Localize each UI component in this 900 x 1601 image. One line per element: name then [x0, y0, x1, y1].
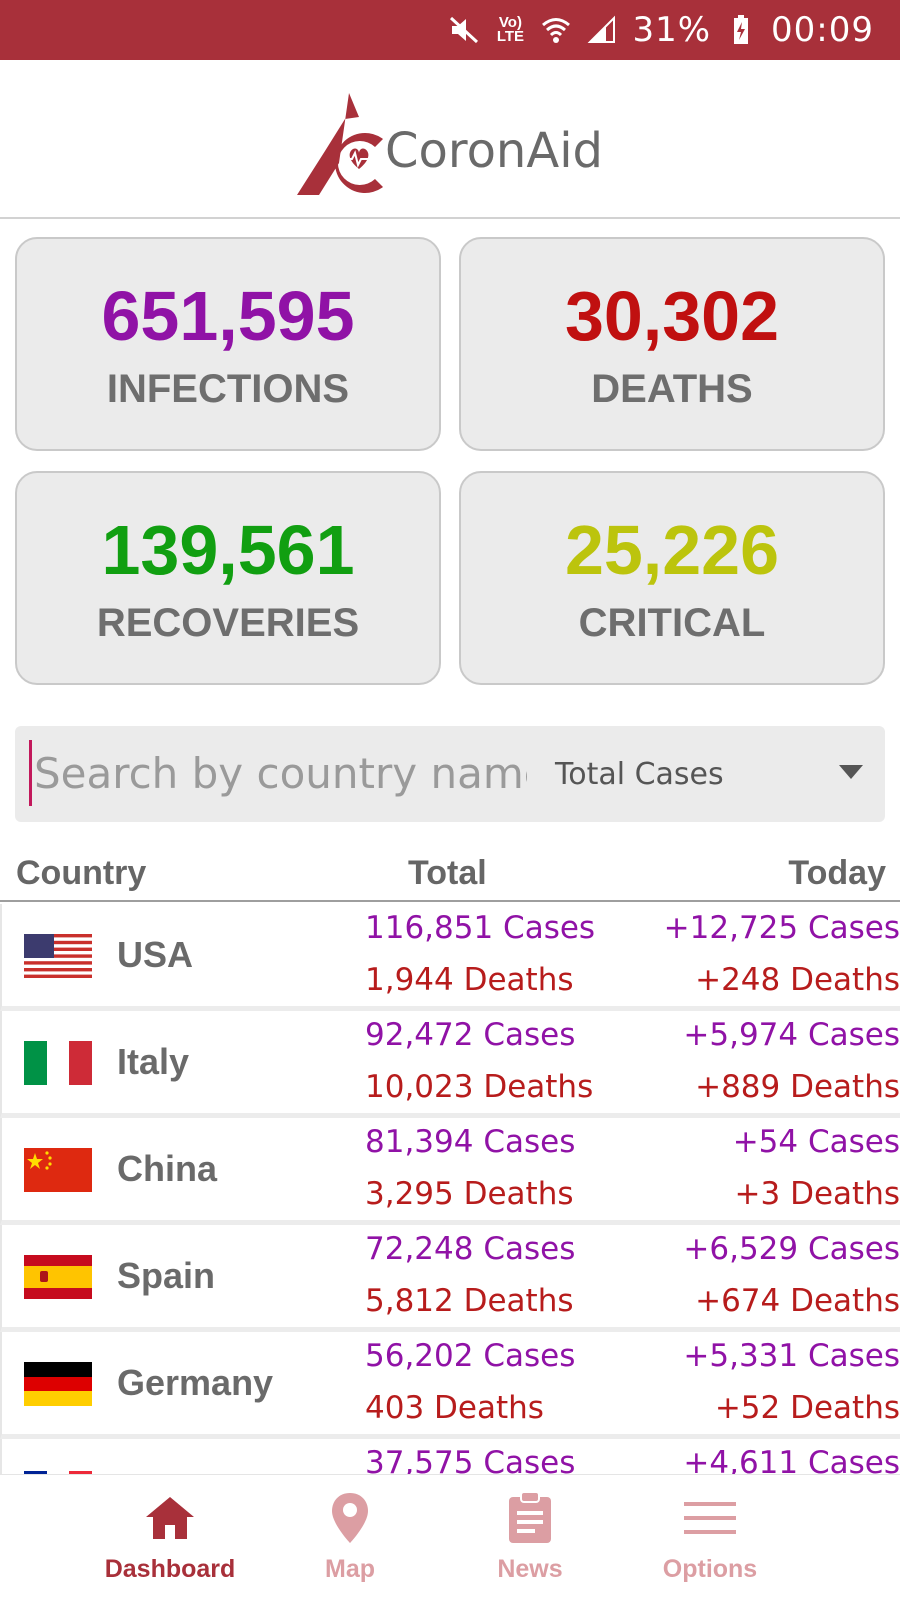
coronaid-logo-icon [297, 91, 389, 202]
bottom-nav: Dashboard Map News [0, 1474, 900, 1601]
nav-map[interactable]: Map [260, 1475, 440, 1601]
total-cases: 81,394 Cases [365, 1124, 576, 1160]
today-deaths: +889 Deaths [695, 1069, 900, 1105]
status-bar: Vo) LTE 31% 00:09 [0, 0, 900, 60]
nav-options[interactable]: Options [620, 1475, 800, 1601]
menu-icon [680, 1489, 740, 1547]
total-deaths: 403 Deaths [365, 1390, 544, 1426]
column-header-country[interactable]: Country [16, 854, 147, 892]
today-cases: +4,611 Cases [683, 1445, 900, 1474]
nav-news[interactable]: News [440, 1475, 620, 1601]
clipboard-icon [500, 1489, 560, 1547]
app-name: CoronAid [385, 122, 603, 179]
total-deaths: 1,944 Deaths [365, 962, 574, 998]
deaths-value: 30,302 [564, 277, 780, 355]
today-cases: +54 Cases [732, 1124, 900, 1160]
recoveries-value: 139,561 [101, 511, 355, 589]
total-cases: 56,202 Cases [365, 1338, 576, 1374]
map-pin-icon [320, 1489, 380, 1547]
clock: 00:09 [771, 10, 874, 50]
sort-select-value: Total Cases [555, 756, 724, 792]
flag-germany-icon [24, 1362, 92, 1406]
critical-label: CRITICAL [578, 601, 766, 645]
nav-label: Dashboard [104, 1555, 236, 1583]
total-deaths: 5,812 Deaths [365, 1283, 574, 1319]
country-list[interactable]: USA 116,851 Cases 1,944 Deaths +12,725 C… [0, 904, 900, 1474]
column-header-total[interactable]: Total [408, 854, 487, 892]
home-icon [140, 1489, 200, 1547]
critical-card: 25,226 CRITICAL [459, 471, 885, 685]
nav-dashboard[interactable]: Dashboard [80, 1475, 260, 1601]
recoveries-label: RECOVERIES [96, 601, 360, 645]
today-cases: +6,529 Cases [683, 1231, 900, 1267]
critical-value: 25,226 [564, 511, 780, 589]
country-name: Germany [117, 1362, 274, 1403]
table-row[interactable]: 37,575 Cases +4,611 Cases [0, 1439, 900, 1474]
deaths-card: 30,302 DEATHS [459, 237, 885, 451]
flag-usa-icon [24, 934, 92, 978]
nav-label: Options [662, 1555, 758, 1583]
table-row[interactable]: Germany 56,202 Cases 403 Deaths +5,331 C… [0, 1332, 900, 1439]
nav-label: News [497, 1555, 563, 1583]
flag-italy-icon [24, 1041, 92, 1085]
battery-charging-icon [725, 14, 757, 46]
today-cases: +5,331 Cases [683, 1338, 900, 1374]
caret-down-icon [837, 763, 865, 786]
app-header: CoronAid [0, 60, 900, 219]
country-name: Italy [117, 1041, 190, 1082]
column-header-today[interactable]: Today [788, 854, 886, 892]
total-cases: 72,248 Cases [365, 1231, 576, 1267]
table-row[interactable]: Italy 92,472 Cases 10,023 Deaths +5,974 … [0, 1011, 900, 1118]
wifi-icon [540, 14, 572, 46]
today-deaths: +248 Deaths [695, 962, 900, 998]
lte-icon: Vo) LTE [496, 14, 525, 45]
flag-france-icon [24, 1471, 92, 1474]
today-cases: +5,974 Cases [683, 1017, 900, 1053]
infections-card: 651,595 INFECTIONS [15, 237, 441, 451]
today-deaths: +3 Deaths [734, 1176, 900, 1212]
table-row[interactable]: Spain 72,248 Cases 5,812 Deaths +6,529 C… [0, 1225, 900, 1332]
flag-china-icon [24, 1148, 92, 1192]
recoveries-card: 139,561 RECOVERIES [15, 471, 441, 685]
signal-icon [586, 14, 618, 46]
country-name: Spain [117, 1255, 216, 1296]
table-row[interactable]: China 81,394 Cases 3,295 Deaths +54 Case… [0, 1118, 900, 1225]
country-name: China [117, 1148, 218, 1189]
today-deaths: +674 Deaths [695, 1283, 900, 1319]
total-cases: 116,851 Cases [365, 910, 596, 946]
today-cases: +12,725 Cases [663, 910, 900, 946]
search-bar: Total Cases [15, 726, 885, 822]
sort-select[interactable]: Total Cases [555, 746, 865, 802]
table-row[interactable]: USA 116,851 Cases 1,944 Deaths +12,725 C… [0, 904, 900, 1011]
nav-label: Map [325, 1555, 375, 1583]
app-logo: CoronAid [297, 91, 603, 202]
search-input[interactable] [29, 740, 529, 806]
total-cases: 92,472 Cases [365, 1017, 576, 1053]
country-name: USA [117, 934, 194, 975]
total-deaths: 10,023 Deaths [365, 1069, 594, 1105]
total-deaths: 3,295 Deaths [365, 1176, 574, 1212]
total-cases: 37,575 Cases [365, 1445, 576, 1474]
battery-level: 31% [632, 10, 712, 50]
deaths-label: DEATHS [591, 367, 753, 411]
flag-spain-icon [24, 1255, 92, 1299]
today-deaths: +52 Deaths [714, 1390, 900, 1426]
infections-value: 651,595 [101, 277, 355, 355]
infections-label: INFECTIONS [106, 367, 350, 411]
table-header: Country Total Today [0, 848, 900, 902]
mute-icon [448, 14, 480, 46]
